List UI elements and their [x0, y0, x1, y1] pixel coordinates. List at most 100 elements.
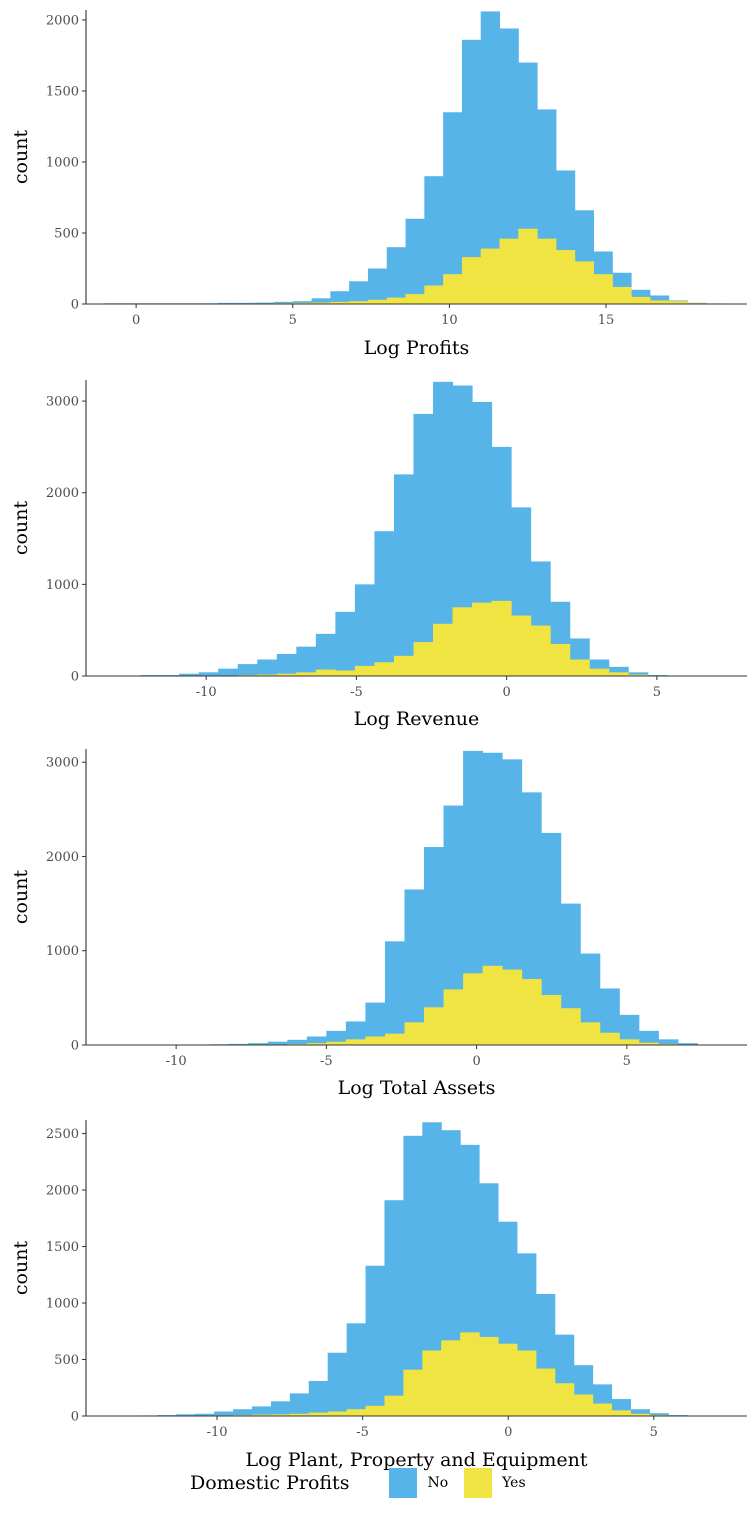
bar-no	[461, 39, 482, 305]
x-axis-title: Log Plant, Property and Equipment	[245, 1449, 587, 1471]
bar-yes	[461, 257, 482, 304]
bar-yes	[619, 1039, 640, 1045]
bar-no	[195, 1413, 215, 1416]
bar-no	[292, 301, 313, 304]
y-tick-label: 1000	[46, 1297, 79, 1312]
y-axis-title: count	[10, 870, 32, 925]
bar-yes	[631, 296, 651, 304]
bar-yes	[374, 662, 395, 676]
bar-no	[315, 633, 336, 676]
bar-yes	[541, 995, 562, 1045]
bar-no	[649, 295, 670, 304]
bar-no	[638, 1030, 659, 1045]
bar-no	[217, 302, 237, 304]
bar-yes	[592, 1403, 613, 1416]
bar-yes	[630, 1413, 650, 1416]
bar-yes	[315, 669, 336, 676]
bar-no	[179, 673, 200, 676]
bar-yes	[511, 615, 532, 676]
bar-yes	[554, 1383, 575, 1416]
x-tick-label: 5	[623, 1054, 631, 1069]
bar-no	[422, 1122, 442, 1416]
bar-yes	[498, 1343, 518, 1416]
bar-yes	[413, 642, 434, 676]
bar-no	[251, 1406, 272, 1416]
y-tick-label: 500	[54, 1353, 79, 1368]
bar-yes	[499, 238, 519, 304]
x-axis-title: Log Profits	[364, 337, 470, 359]
bar-yes	[537, 238, 557, 304]
bar-no	[630, 1409, 650, 1416]
bar-no	[433, 381, 454, 676]
bar-no	[255, 302, 275, 304]
bar-no	[499, 28, 519, 304]
bar-yes	[599, 1032, 620, 1045]
y-tick-label: 0	[71, 1410, 79, 1425]
x-tick-label: -10	[166, 1054, 187, 1069]
y-axis-title: count	[10, 130, 32, 185]
bar-yes	[349, 301, 369, 304]
bar-yes	[296, 672, 317, 676]
bar-yes	[384, 1033, 405, 1045]
bar-yes	[521, 979, 542, 1045]
bar-yes	[403, 1369, 423, 1416]
bar-yes	[460, 1332, 480, 1416]
bar-no	[393, 474, 414, 676]
bar-yes	[346, 1409, 367, 1416]
bar-yes	[345, 1039, 366, 1045]
bar-yes	[330, 301, 350, 304]
bar-no	[405, 218, 425, 304]
bar-no	[176, 1414, 196, 1416]
bar-yes	[384, 1395, 404, 1416]
chart-panel-1: 0 500 1000 1500 2000 0 5 10 15 Log Profits count	[10, 10, 747, 359]
bar-no	[308, 1380, 329, 1416]
legend-title: Domestic Profits	[190, 1472, 350, 1494]
bar-yes	[463, 973, 484, 1045]
bar-yes	[555, 250, 576, 304]
bar-yes	[443, 989, 464, 1045]
legend-label-no: No	[427, 1475, 449, 1491]
bar-yes	[491, 600, 512, 676]
x-tick-label: 5	[289, 313, 297, 328]
x-axis-title: Log Revenue	[354, 708, 480, 730]
bar-no	[273, 301, 294, 304]
bar-yes	[560, 1008, 581, 1045]
bar-no	[541, 832, 562, 1045]
bar-yes	[327, 1411, 348, 1416]
bar-no	[345, 1021, 366, 1045]
bar-no	[346, 1323, 367, 1416]
bar-yes	[530, 625, 551, 676]
bar-no	[452, 385, 473, 676]
bar-no	[228, 1043, 249, 1045]
bar-no	[214, 1411, 234, 1416]
bar-no	[619, 1014, 640, 1045]
bar-yes	[611, 1410, 632, 1416]
bar-no	[327, 1352, 348, 1416]
bar-yes	[472, 602, 493, 676]
bar-no	[658, 1039, 679, 1045]
bar-yes	[367, 299, 388, 304]
y-tick-label: 2000	[46, 1184, 79, 1199]
bar-yes	[441, 1340, 461, 1416]
bar-yes	[628, 674, 649, 676]
bar-yes	[424, 1007, 445, 1045]
bar-yes	[311, 302, 331, 304]
legend-label-yes: Yes	[502, 1475, 526, 1491]
legend: Domestic Profits No Yes	[190, 1463, 526, 1503]
bar-yes	[580, 1022, 601, 1045]
bar-no	[354, 584, 375, 676]
bar-no	[311, 298, 331, 304]
bar-yes	[292, 302, 313, 304]
bar-yes	[535, 1368, 556, 1416]
bar-no	[374, 531, 395, 676]
bar-no	[403, 1135, 423, 1416]
chart-panel-2: 0 1000 2000 3000 -10 -5 0 5 Log Revenue count	[10, 380, 747, 730]
bar-no	[384, 1200, 404, 1416]
x-tick-label: -5	[356, 1425, 369, 1440]
bar-no	[218, 668, 239, 676]
y-tick-label: 2000	[46, 13, 79, 28]
bar-no	[599, 988, 620, 1045]
bar-no	[443, 112, 463, 305]
y-axis-title: count	[10, 501, 32, 556]
